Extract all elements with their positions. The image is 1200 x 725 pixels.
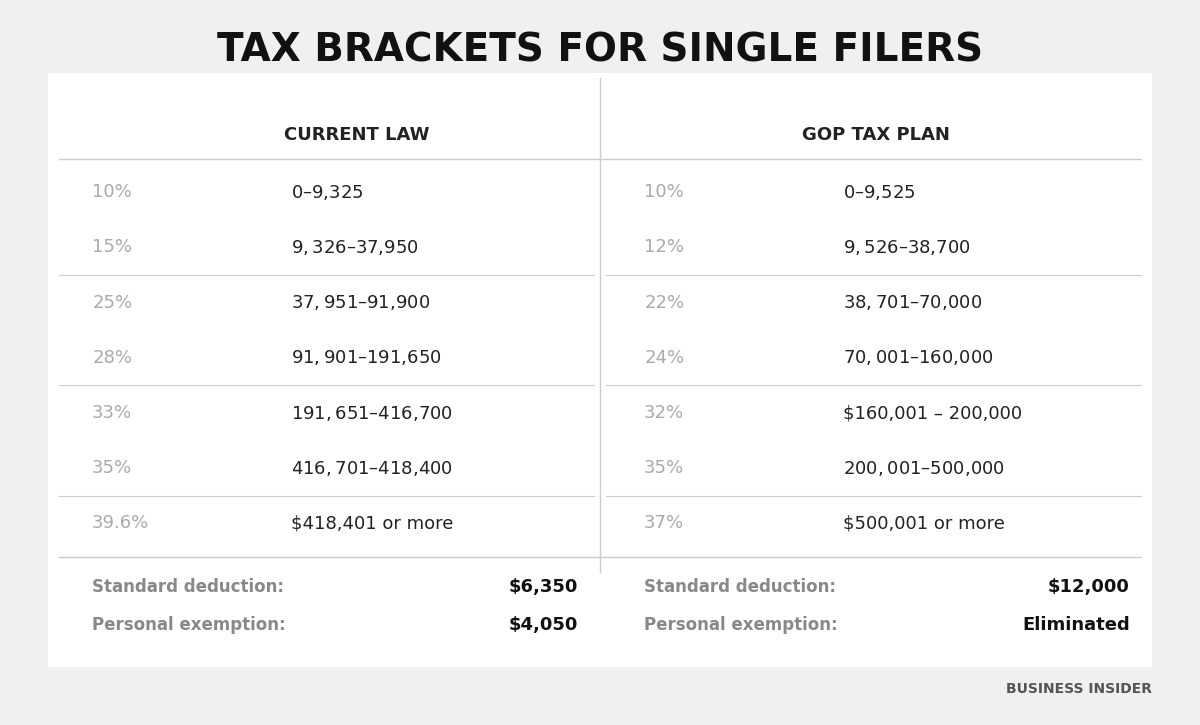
Text: $0 – $9,325: $0 – $9,325 <box>290 183 364 202</box>
Text: 22%: 22% <box>644 294 684 312</box>
Text: Eliminated: Eliminated <box>1022 616 1130 634</box>
Text: 15%: 15% <box>92 239 132 257</box>
Text: $91,901 – $191,650: $91,901 – $191,650 <box>290 348 442 368</box>
Text: $416,701 – $418,400: $416,701 – $418,400 <box>290 459 452 478</box>
Text: TAX BRACKETS FOR SINGLE FILERS: TAX BRACKETS FOR SINGLE FILERS <box>217 32 983 70</box>
Text: Standard deduction:: Standard deduction: <box>92 578 284 596</box>
Text: 10%: 10% <box>92 183 132 202</box>
Text: CURRENT LAW: CURRENT LAW <box>284 126 430 144</box>
Text: $37,951 – $91,900: $37,951 – $91,900 <box>290 293 430 312</box>
Text: GOP TAX PLAN: GOP TAX PLAN <box>802 126 950 144</box>
Text: 35%: 35% <box>644 459 684 477</box>
Text: $160,001 – 200,000: $160,001 – 200,000 <box>842 404 1022 422</box>
Text: $4,050: $4,050 <box>509 616 578 634</box>
Text: $0 – $9,525: $0 – $9,525 <box>842 183 916 202</box>
Text: $6,350: $6,350 <box>509 578 578 596</box>
Text: $9,326 – $37,950: $9,326 – $37,950 <box>290 238 419 257</box>
Text: Standard deduction:: Standard deduction: <box>644 578 836 596</box>
Text: 35%: 35% <box>92 459 132 477</box>
Text: 32%: 32% <box>644 404 684 422</box>
Text: Personal exemption:: Personal exemption: <box>92 616 286 634</box>
Text: $9,526 – $38,700: $9,526 – $38,700 <box>842 238 971 257</box>
Text: $418,401 or more: $418,401 or more <box>290 515 454 532</box>
Text: $191,651 – $416,700: $191,651 – $416,700 <box>290 404 452 423</box>
Text: 25%: 25% <box>92 294 132 312</box>
FancyBboxPatch shape <box>48 72 1152 667</box>
Text: $200,001 – $500,000: $200,001 – $500,000 <box>842 459 1004 478</box>
Text: $500,001 or more: $500,001 or more <box>842 515 1004 532</box>
Text: 39.6%: 39.6% <box>92 515 150 532</box>
Text: 24%: 24% <box>644 349 684 367</box>
Text: $38,701 – $70,000: $38,701 – $70,000 <box>842 293 982 312</box>
Text: BUSINESS INSIDER: BUSINESS INSIDER <box>1006 682 1152 696</box>
Text: Personal exemption:: Personal exemption: <box>644 616 838 634</box>
Text: 12%: 12% <box>644 239 684 257</box>
Text: 33%: 33% <box>92 404 132 422</box>
Text: 28%: 28% <box>92 349 132 367</box>
Text: 37%: 37% <box>644 515 684 532</box>
Text: $12,000: $12,000 <box>1048 578 1130 596</box>
Text: $70,001 – $160,000: $70,001 – $160,000 <box>842 348 994 368</box>
Text: 10%: 10% <box>644 183 684 202</box>
